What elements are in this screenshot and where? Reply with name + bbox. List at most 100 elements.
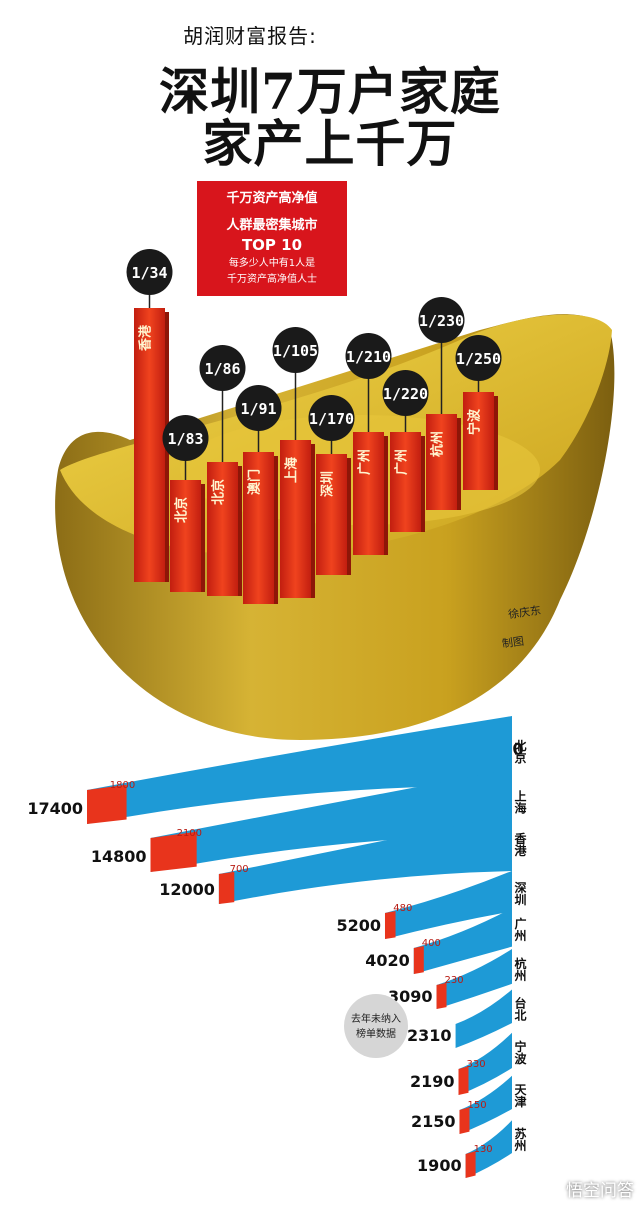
- density-bar-city: 澳门: [247, 469, 263, 495]
- density-bar: [463, 392, 494, 490]
- ribbon-increment: [458, 1066, 469, 1095]
- density-bar: [243, 452, 274, 604]
- density-bar: [207, 462, 238, 596]
- ribbon-bar: [218, 814, 512, 904]
- annotation-line-1: 去年未纳入: [351, 1012, 401, 1025]
- density-value-label: 1/83: [167, 430, 203, 448]
- density-bar-city: 香港: [138, 324, 154, 352]
- ribbon-increment: [218, 871, 235, 904]
- density-bar: [280, 440, 311, 598]
- density-bar-city: 深圳: [320, 471, 336, 497]
- ribbon-total-label: 2310: [407, 1026, 452, 1045]
- density-bar-side: [272, 456, 278, 604]
- density-bar-city: 上海: [284, 457, 300, 483]
- ribbon-city-label: 天津: [513, 1083, 527, 1108]
- density-value-label: 1/34: [131, 264, 167, 282]
- ribbon-increment: [465, 1151, 476, 1178]
- ribbon-increment: [384, 911, 396, 939]
- density-bar-side: [382, 436, 388, 555]
- headline-line-1: 深圳7万户家庭: [159, 62, 501, 121]
- ribbon-total-label: 14800: [91, 847, 147, 866]
- ribbon-city-label: 上海: [513, 789, 527, 815]
- annotation-bubble: [344, 994, 408, 1058]
- density-bar-city: 北京: [211, 479, 227, 505]
- headline-line-2: 家产上千万: [202, 114, 458, 173]
- ribbon-increment: [436, 982, 447, 1009]
- ribbon-city-label: 苏州: [513, 1126, 527, 1152]
- density-bar-side: [455, 418, 461, 510]
- ribbon-city-label: 香港: [513, 831, 527, 857]
- density-bar-city: 北京: [174, 497, 190, 523]
- ribbon-bar: [384, 870, 512, 939]
- redbox-line-4: 每多少人中有1人是: [228, 258, 316, 269]
- density-bar-side: [419, 436, 425, 532]
- ribbon-total-label: 1900: [417, 1156, 462, 1175]
- ribbon-bar: [413, 908, 512, 974]
- density-bar: [390, 432, 421, 532]
- density-bar-city: 宁波: [467, 408, 483, 435]
- density-bar-side: [492, 396, 498, 490]
- density-bar-side: [236, 466, 242, 596]
- density-value-label: 1/230: [419, 312, 464, 330]
- density-value-badge: [162, 415, 209, 461]
- density-bar: [426, 414, 457, 510]
- ribbon-total-label: 2190: [410, 1072, 455, 1091]
- ribbon-bar: [150, 769, 513, 872]
- ribbon-total-label: 4020: [365, 951, 410, 970]
- density-value-label: 1/210: [346, 348, 391, 366]
- credit-chart: 制图: [501, 634, 525, 651]
- ribbon-city-label: 北京: [513, 738, 527, 764]
- ribbon-bar: [459, 1075, 512, 1134]
- density-bar-side: [345, 458, 351, 575]
- redbox-line-1: 千万资产高净值: [226, 191, 318, 206]
- density-bar: [316, 454, 347, 575]
- ribbon-increment-label: 1800: [110, 780, 135, 791]
- density-value-label: 1/220: [383, 385, 428, 403]
- density-chart-title-box: 千万资产高净值 人群最密集城市 TOP 10 每多少人中有1人是 千万资产高净值…: [197, 181, 347, 296]
- density-value-badge: [418, 297, 465, 343]
- density-value-label: 1/250: [456, 350, 501, 368]
- redbox-line-2: 人群最密集城市: [226, 218, 318, 233]
- ribbon-total-label: 12000: [159, 880, 215, 899]
- density-bar-side: [199, 484, 205, 592]
- ribbon-increment-label: 230: [445, 975, 464, 986]
- density-value-label: 1/91: [240, 400, 276, 418]
- ribbon-increment-label: 480: [393, 903, 412, 914]
- ribbon-total-label: 5200: [336, 916, 381, 935]
- density-value-badge: [126, 249, 173, 295]
- density-value-badge: [235, 385, 282, 431]
- density-value-badge: [345, 333, 392, 379]
- ribbon-city-label: 台北: [513, 996, 527, 1022]
- density-value-badge: [308, 395, 355, 441]
- ribbon-bar: [87, 716, 512, 824]
- redbox-line-3: TOP 10: [241, 236, 303, 254]
- ribbon-city-label: 广州: [513, 916, 527, 942]
- density-bar: [134, 308, 165, 582]
- density-bar-side: [309, 444, 315, 598]
- ribbon-bar: [465, 1120, 512, 1178]
- density-bar: [170, 480, 201, 592]
- density-value-label: 1/170: [309, 410, 354, 428]
- ribbon-increment: [413, 946, 424, 974]
- ribbon-increment: [87, 784, 127, 824]
- ribbon-city-label: 杭州: [513, 956, 527, 982]
- ribbon-increment-label: 150: [467, 1100, 486, 1111]
- annotation-line-2: 榜单数据: [356, 1027, 396, 1040]
- density-bar-city: 广州: [394, 449, 410, 475]
- density-value-badge: [382, 370, 429, 416]
- density-value-badge: [272, 327, 319, 373]
- ribbon-increment-label: 330: [467, 1059, 486, 1070]
- ribbon-total-label: 17400: [27, 799, 83, 818]
- ribbon-increment-label: 130: [474, 1144, 493, 1155]
- ribbon-increment-label: 700: [230, 864, 249, 875]
- ribbon-increment: [150, 831, 197, 872]
- ribbon-increment: [459, 1107, 470, 1134]
- ribbon-total-label: 3090: [388, 987, 433, 1006]
- redbox-line-5: 千万资产高净值人士: [227, 274, 317, 285]
- ribbon-increment-label: 400: [422, 938, 441, 949]
- ribbon-total-label: 2150: [411, 1112, 456, 1131]
- ribbon-bar: [436, 948, 512, 1009]
- density-bar-city: 杭州: [430, 431, 446, 457]
